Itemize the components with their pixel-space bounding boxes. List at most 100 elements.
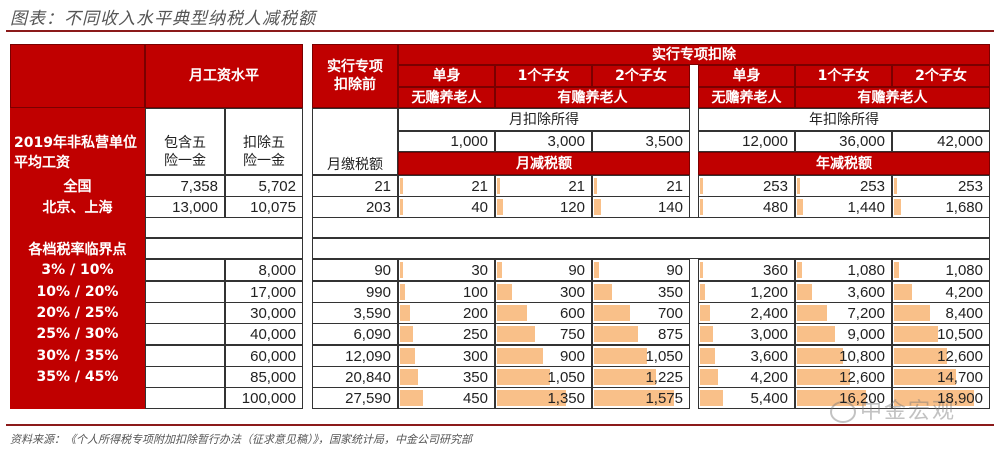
monthly-cut-value: 1,225 (592, 366, 690, 388)
cell-value: 10,800 (839, 347, 885, 365)
monthly-tax-value: 27,590 (312, 387, 398, 409)
incl-insurance-value (145, 387, 225, 409)
cell-value: 40 (471, 198, 488, 216)
annual-cut-value: 9,000 (795, 323, 892, 345)
cell-value: 5,702 (258, 177, 296, 195)
annual-cut-value: 1,440 (795, 196, 892, 218)
cell-value: 7,358 (180, 177, 218, 195)
cell-value: 3,500 (645, 133, 683, 150)
cell-value: 300 (559, 283, 585, 301)
data-bar (497, 326, 536, 342)
data-bar (400, 284, 406, 300)
monthly-tax-value: 90 (312, 259, 398, 281)
cell-value: 3,590 (353, 304, 391, 322)
monthly-cut-value: 300 (398, 345, 495, 367)
cell-value: 14,700 (937, 368, 983, 386)
incl-insurance-value: 7,358 (145, 175, 225, 197)
source-note: 资料来源：《个人所得税专项附加扣除暂行办法（征求意见稿）》，国家统计局，中金公司… (10, 433, 472, 446)
cell-value: 1,050 (547, 368, 585, 386)
cell-value: 450 (462, 389, 488, 407)
data-bar (797, 262, 802, 278)
data-bar (700, 326, 713, 342)
cell-value: 120 (559, 198, 585, 216)
cell-value: 1,225 (645, 368, 683, 386)
cell-value: 6,090 (353, 325, 391, 343)
excl-insurance-header: 扣除五 险一金 (225, 108, 303, 175)
data-bar (497, 199, 504, 215)
brackets-label: 各档税率临界点 (10, 238, 145, 259)
data-bar (594, 262, 599, 278)
monthly-cut-value: 90 (592, 259, 690, 281)
row-label: 北京、上海 (10, 196, 145, 218)
monthly-cut-value: 21 (398, 175, 495, 197)
data-bar (400, 390, 423, 406)
data-bar (894, 284, 912, 300)
cell-value: 100,000 (241, 389, 296, 407)
monthly-cut-value: 700 (592, 302, 690, 324)
excl-insurance-value: 10,075 (225, 196, 303, 218)
cell-value: 253 (957, 177, 983, 195)
annual-cut-value: 3,600 (698, 345, 795, 367)
annual-cut-value: 5,400 (698, 387, 795, 409)
cell-value: 350 (657, 283, 683, 301)
avg-wage-label: 2019年非私营单位平均工资 (10, 108, 145, 175)
single-header: 单身 (398, 65, 495, 87)
spacer (312, 217, 990, 238)
deduction-value: 36,000 (795, 131, 892, 152)
cell-value: 36,000 (839, 133, 885, 150)
cell-value: 27,590 (345, 389, 391, 407)
cell-value: 85,000 (250, 368, 296, 386)
monthly-tax-header: 月缴税额 (312, 108, 398, 175)
cell-value: 480 (762, 198, 788, 216)
two-children-header: 2个子女 (592, 65, 690, 87)
cell-value: 30,000 (250, 304, 296, 322)
data-bar (594, 390, 674, 406)
data-bar (894, 390, 974, 406)
excl-insurance-value: 100,000 (225, 387, 303, 409)
monthly-cut-value: 1,050 (592, 345, 690, 367)
watermark-text: 中金宏观 (860, 399, 957, 424)
top-rule (6, 30, 994, 32)
data-bar (700, 199, 703, 215)
cell-value: 250 (462, 325, 488, 343)
data-bar (594, 305, 630, 321)
cell-value: 253 (859, 177, 885, 195)
annual-deduct-income-label: 年扣除所得 (698, 108, 990, 131)
cell-value: 253 (762, 177, 788, 195)
monthly-cut-value: 350 (592, 281, 690, 303)
monthly-tax-value: 21 (312, 175, 398, 197)
annual-cut-value: 1,080 (892, 259, 990, 281)
deduction-value: 3,000 (495, 131, 592, 152)
incl-insurance-value (145, 259, 225, 281)
cell-value: 10,500 (937, 325, 983, 343)
monthly-cut-value: 140 (592, 196, 690, 218)
data-bar (797, 326, 836, 342)
cell-value: 3,600 (750, 347, 788, 365)
cell-value: 60,000 (250, 347, 296, 365)
cell-value: 1,080 (847, 261, 885, 279)
cell-value: 90 (568, 261, 585, 279)
data-bar (894, 348, 948, 364)
cell-value: 4,200 (945, 283, 983, 301)
annual-cut-value: 3,000 (698, 323, 795, 345)
monthly-cut-value: 21 (592, 175, 690, 197)
annual-cut-value: 10,800 (795, 345, 892, 367)
data-bar (700, 284, 706, 300)
annual-cut-value: 14,700 (892, 366, 990, 388)
monthly-cut-value: 90 (495, 259, 592, 281)
cell-value: 203 (365, 198, 391, 216)
cell-value: 100 (462, 283, 488, 301)
monthly-tax-value: 20,840 (312, 366, 398, 388)
annual-cut-value: 4,200 (892, 281, 990, 303)
monthly-tax-value: 203 (312, 196, 398, 218)
data-bar (400, 199, 403, 215)
data-bar (400, 305, 411, 321)
spacer-label (10, 217, 145, 238)
cell-value: 200 (462, 304, 488, 322)
cell-value: 90 (374, 261, 391, 279)
excl-insurance-value: 30,000 (225, 302, 303, 324)
annual-cut-value: 1,200 (698, 281, 795, 303)
annual-cut-value: 253 (698, 175, 795, 197)
cell-value: 350 (462, 368, 488, 386)
data-bar (594, 326, 639, 342)
